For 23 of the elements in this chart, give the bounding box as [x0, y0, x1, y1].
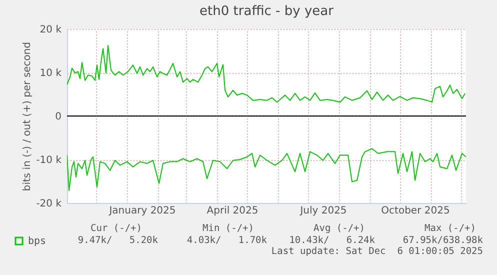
text: 4.03k/ 1.70k [186, 235, 267, 246]
text: Min (-/+) [202, 223, 254, 234]
text: Avg (-/+) [314, 223, 365, 234]
line-series [67, 45, 466, 103]
x-tick-label: October 2025 [381, 206, 450, 216]
text: Last update: Sat Dec 6 01:00:05 2025 [271, 246, 483, 257]
y-tick-label: 20 k [40, 24, 62, 36]
y-tick-label: -20 k [36, 198, 62, 210]
y-axis-title: bits in (-) / out (+) per second [22, 42, 34, 192]
x-tick-label: January 2025 [108, 206, 176, 216]
line-series [67, 148, 466, 191]
y-tick-label: 0 [55, 112, 62, 122]
text: 10.43k/ 6.24k [289, 235, 375, 246]
text: 67.95k/638.98k [402, 235, 483, 246]
y-tick-label: -10 k [36, 155, 62, 166]
legend-label: bps [28, 236, 46, 247]
chart-title: eth0 traffic - by year [200, 4, 334, 19]
text: 9.47k/ 5.20k [78, 235, 158, 246]
x-tick-label: April 2025 [206, 206, 258, 216]
text: Max (-/+) [424, 223, 476, 234]
x-tick-label: July 2025 [299, 206, 347, 216]
text: Cur (-/+) [90, 223, 142, 234]
y-tick-label: 10 k [40, 68, 62, 79]
